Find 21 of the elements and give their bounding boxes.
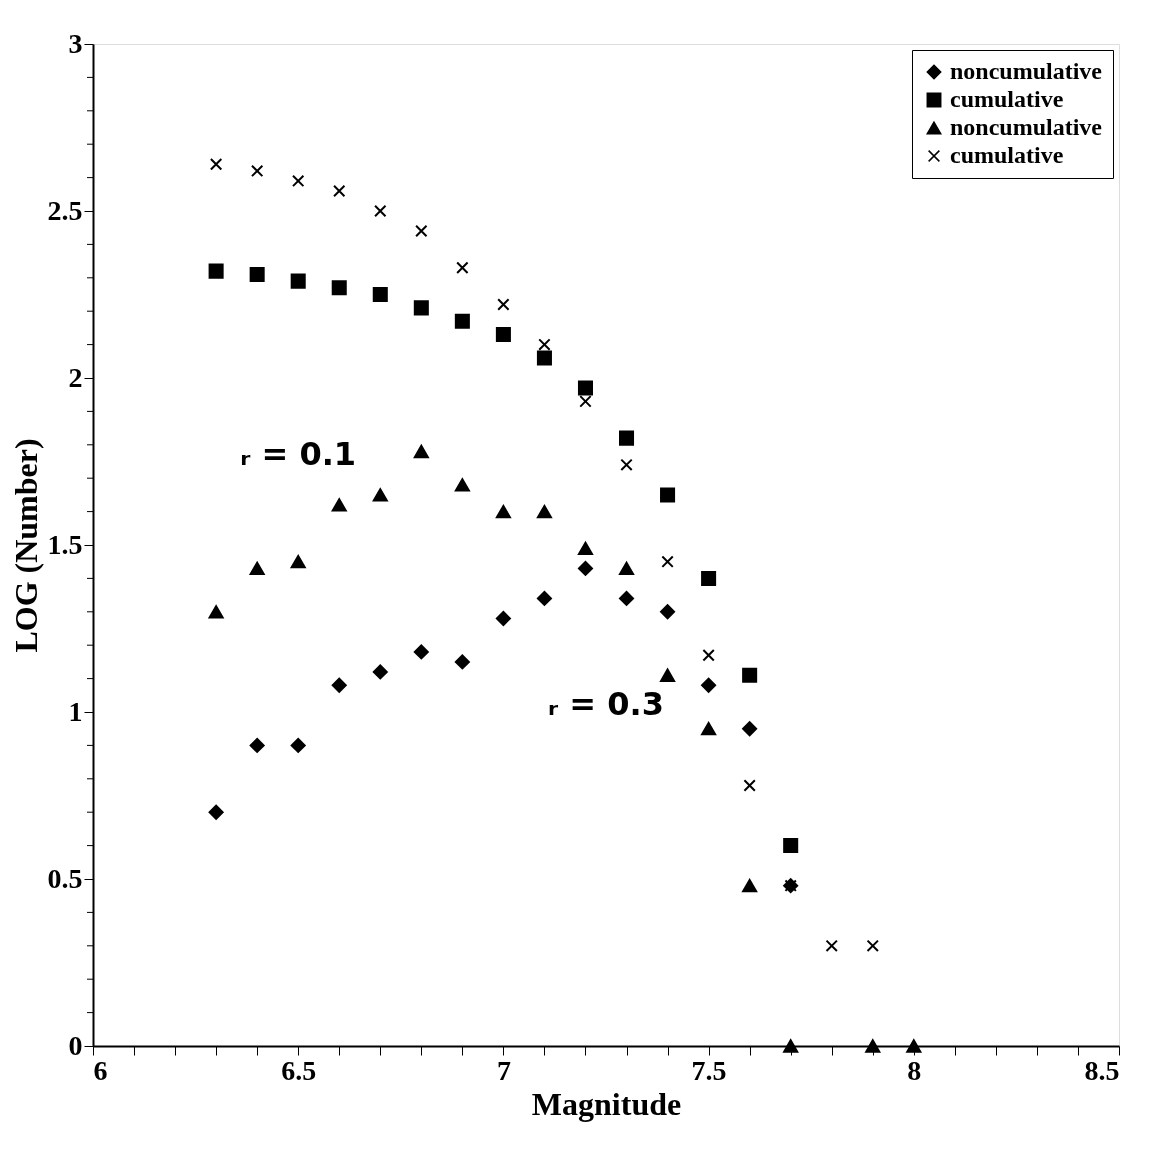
legend-label: cumulative xyxy=(950,142,1064,168)
x-tick-label: 8.5 xyxy=(1084,1054,1120,1086)
x-tick-label: 6.5 xyxy=(281,1054,317,1086)
x-tick-label: 8 xyxy=(907,1054,922,1086)
legend-label: cumulative xyxy=(950,86,1064,112)
y-tick-label: 1.5 xyxy=(47,528,83,560)
y-tick-label: 2.5 xyxy=(47,194,83,226)
annotation: ᵣ = 0.1 xyxy=(240,434,357,473)
y-tick-label: 1 xyxy=(68,695,83,727)
y-tick-label: 0.5 xyxy=(47,862,83,894)
x-axis-title: Magnitude xyxy=(531,1085,682,1122)
y-tick-label: 3 xyxy=(68,27,83,59)
legend-label: noncumulative xyxy=(950,114,1103,140)
x-tick-label: 7.5 xyxy=(691,1054,727,1086)
y-axis-title: LOG (Number) xyxy=(7,438,44,653)
x-tick-label: 7 xyxy=(496,1054,511,1086)
y-tick-label: 0 xyxy=(68,1029,83,1061)
y-tick-label: 2 xyxy=(68,361,83,393)
x-tick-label: 6 xyxy=(93,1054,108,1086)
legend-label: noncumulative xyxy=(950,58,1103,84)
annotation: ᵣ = 0.3 xyxy=(548,685,664,724)
